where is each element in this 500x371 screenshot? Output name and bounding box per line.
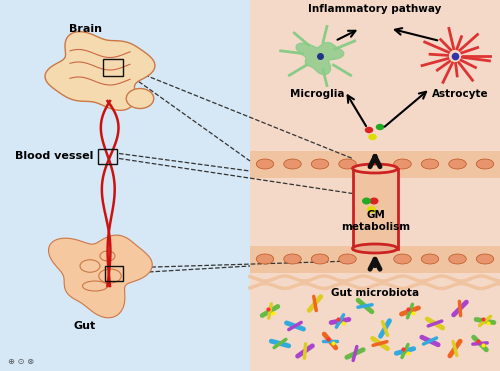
Polygon shape <box>250 0 500 371</box>
Ellipse shape <box>448 254 466 264</box>
Ellipse shape <box>338 159 356 169</box>
Text: ⊕ ⊙ ⊗: ⊕ ⊙ ⊗ <box>8 357 34 365</box>
Ellipse shape <box>394 254 411 264</box>
Polygon shape <box>45 32 155 110</box>
Text: Blood vessel: Blood vessel <box>15 151 94 161</box>
Ellipse shape <box>476 254 494 264</box>
Ellipse shape <box>256 254 274 264</box>
Bar <box>98 148 116 164</box>
Ellipse shape <box>394 159 411 169</box>
Polygon shape <box>352 168 398 249</box>
Ellipse shape <box>284 159 301 169</box>
Polygon shape <box>48 235 152 318</box>
Bar <box>102 59 122 76</box>
Text: Brain: Brain <box>68 23 102 33</box>
Ellipse shape <box>362 197 371 204</box>
Polygon shape <box>0 0 250 371</box>
Ellipse shape <box>352 244 398 253</box>
Ellipse shape <box>352 164 398 173</box>
Polygon shape <box>250 151 500 177</box>
Text: Gut: Gut <box>74 321 96 331</box>
Text: Microglia: Microglia <box>290 89 345 98</box>
Text: Astrocyte: Astrocyte <box>432 89 488 98</box>
Ellipse shape <box>448 159 466 169</box>
Ellipse shape <box>284 254 301 264</box>
Text: Gut microbiota: Gut microbiota <box>331 289 419 299</box>
Ellipse shape <box>365 127 373 133</box>
Text: GM
metabolism: GM metabolism <box>342 210 410 232</box>
Ellipse shape <box>338 254 356 264</box>
Ellipse shape <box>421 159 438 169</box>
Polygon shape <box>296 43 344 75</box>
Ellipse shape <box>367 206 376 213</box>
Ellipse shape <box>311 254 329 264</box>
Ellipse shape <box>256 159 274 169</box>
Ellipse shape <box>476 159 494 169</box>
Text: Inflammatory pathway: Inflammatory pathway <box>308 3 442 13</box>
Ellipse shape <box>126 89 154 108</box>
Ellipse shape <box>370 197 378 204</box>
Polygon shape <box>250 246 500 273</box>
Ellipse shape <box>368 134 377 140</box>
Ellipse shape <box>421 254 438 264</box>
Ellipse shape <box>376 124 384 130</box>
Ellipse shape <box>311 159 329 169</box>
Bar <box>105 266 122 281</box>
